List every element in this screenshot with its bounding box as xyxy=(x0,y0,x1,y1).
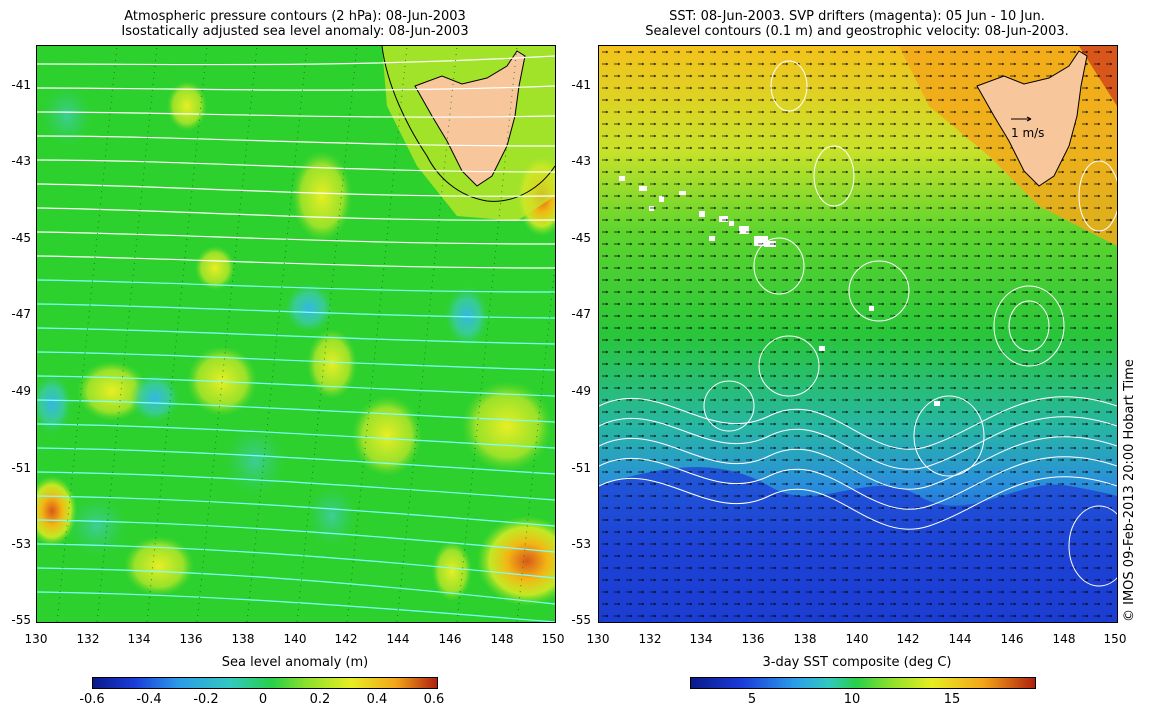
right-xtick-label: 132 xyxy=(638,632,662,646)
left-colorbar-label: 0.6 xyxy=(423,692,445,707)
left-colorbar-label: -0.6 xyxy=(79,692,105,707)
pressure-contours-cyan xyxy=(37,279,555,622)
left-ytick-label: -45 xyxy=(11,231,31,245)
left-ytick-label: -55 xyxy=(11,613,31,627)
pressure-contours-white xyxy=(37,55,555,269)
right-colorbar-label: 5 xyxy=(747,692,757,707)
left-xtick-label: 132 xyxy=(76,632,100,646)
left-xtick-label: 140 xyxy=(283,632,307,646)
right-colorbar-title: 3-day SST composite (deg C) xyxy=(762,655,952,670)
left-colorbar-label: -0.2 xyxy=(193,692,219,707)
right-xtick-label: 140 xyxy=(845,632,869,646)
left-xtick-label: 134 xyxy=(127,632,151,646)
right-xtick-label: 144 xyxy=(948,632,972,646)
left-title-line2: Isostatically adjusted sea level anomaly… xyxy=(121,24,469,39)
right-xtick-label: 138 xyxy=(793,632,817,646)
left-colorbar xyxy=(92,677,438,689)
left-xtick-label: 150 xyxy=(541,632,565,646)
left-sea-level-map xyxy=(36,45,556,623)
left-colorbar-title: Sea level anomaly (m) xyxy=(221,655,369,670)
right-colorbar xyxy=(690,677,1036,689)
right-xtick-label: 142 xyxy=(896,632,920,646)
right-ytick-label: -43 xyxy=(571,154,591,168)
right-xtick-label: 146 xyxy=(1000,632,1024,646)
right-xtick-label: 134 xyxy=(689,632,713,646)
left-colorbar-label: -0.4 xyxy=(136,692,162,707)
tasmania-land-right xyxy=(976,50,1088,187)
right-title-line1: SST: 08-Jun-2003. SVP drifters (magenta)… xyxy=(669,9,1045,24)
left-ytick-label: -49 xyxy=(11,384,31,398)
left-ytick-label: -53 xyxy=(11,537,31,551)
credit-text: © IMOS 09-Feb-2013 20:00 Hobart Time xyxy=(1122,359,1137,622)
left-xtick-label: 144 xyxy=(386,632,410,646)
right-sst-map: 1 m/s xyxy=(598,45,1118,623)
right-map-canvas xyxy=(599,46,1117,622)
right-ytick-label: -47 xyxy=(571,307,591,321)
tasmania-land xyxy=(414,50,526,187)
left-colorbar-label: 0 xyxy=(258,692,268,707)
right-ytick-label: -51 xyxy=(571,461,591,475)
right-xtick-label: 148 xyxy=(1052,632,1076,646)
velocity-scale-label: 1 m/s xyxy=(1011,126,1045,140)
left-title-line1: Atmospheric pressure contours (2 hPa): 0… xyxy=(124,9,466,24)
left-colorbar-label: 0.4 xyxy=(366,692,388,707)
right-ytick-label: -55 xyxy=(571,613,591,627)
right-title-line2: Sealevel contours (0.1 m) and geostrophi… xyxy=(645,24,1069,39)
right-colorbar-label: 10 xyxy=(843,692,861,707)
left-colorbar-label: 0.2 xyxy=(309,692,331,707)
right-xtick-label: 150 xyxy=(1103,632,1127,646)
left-ytick-label: -43 xyxy=(11,154,31,168)
left-xtick-label: 138 xyxy=(231,632,255,646)
right-xtick-label: 136 xyxy=(741,632,765,646)
sea-level-contours xyxy=(599,60,1117,587)
left-ytick-label: -51 xyxy=(11,461,31,475)
right-ytick-label: -41 xyxy=(571,78,591,92)
velocity-scale-arrow xyxy=(1011,116,1032,122)
right-ytick-label: -53 xyxy=(571,537,591,551)
right-xtick-label: 130 xyxy=(586,632,610,646)
left-xtick-label: 136 xyxy=(179,632,203,646)
left-xtick-label: 146 xyxy=(438,632,462,646)
left-map-canvas xyxy=(37,46,555,622)
right-ytick-label: -49 xyxy=(571,384,591,398)
left-xtick-label: 130 xyxy=(24,632,48,646)
left-ytick-label: -41 xyxy=(11,78,31,92)
left-xtick-label: 148 xyxy=(490,632,514,646)
left-ytick-label: -47 xyxy=(11,307,31,321)
left-xtick-label: 142 xyxy=(334,632,358,646)
right-ytick-label: -45 xyxy=(571,231,591,245)
right-colorbar-label: 15 xyxy=(943,692,961,707)
